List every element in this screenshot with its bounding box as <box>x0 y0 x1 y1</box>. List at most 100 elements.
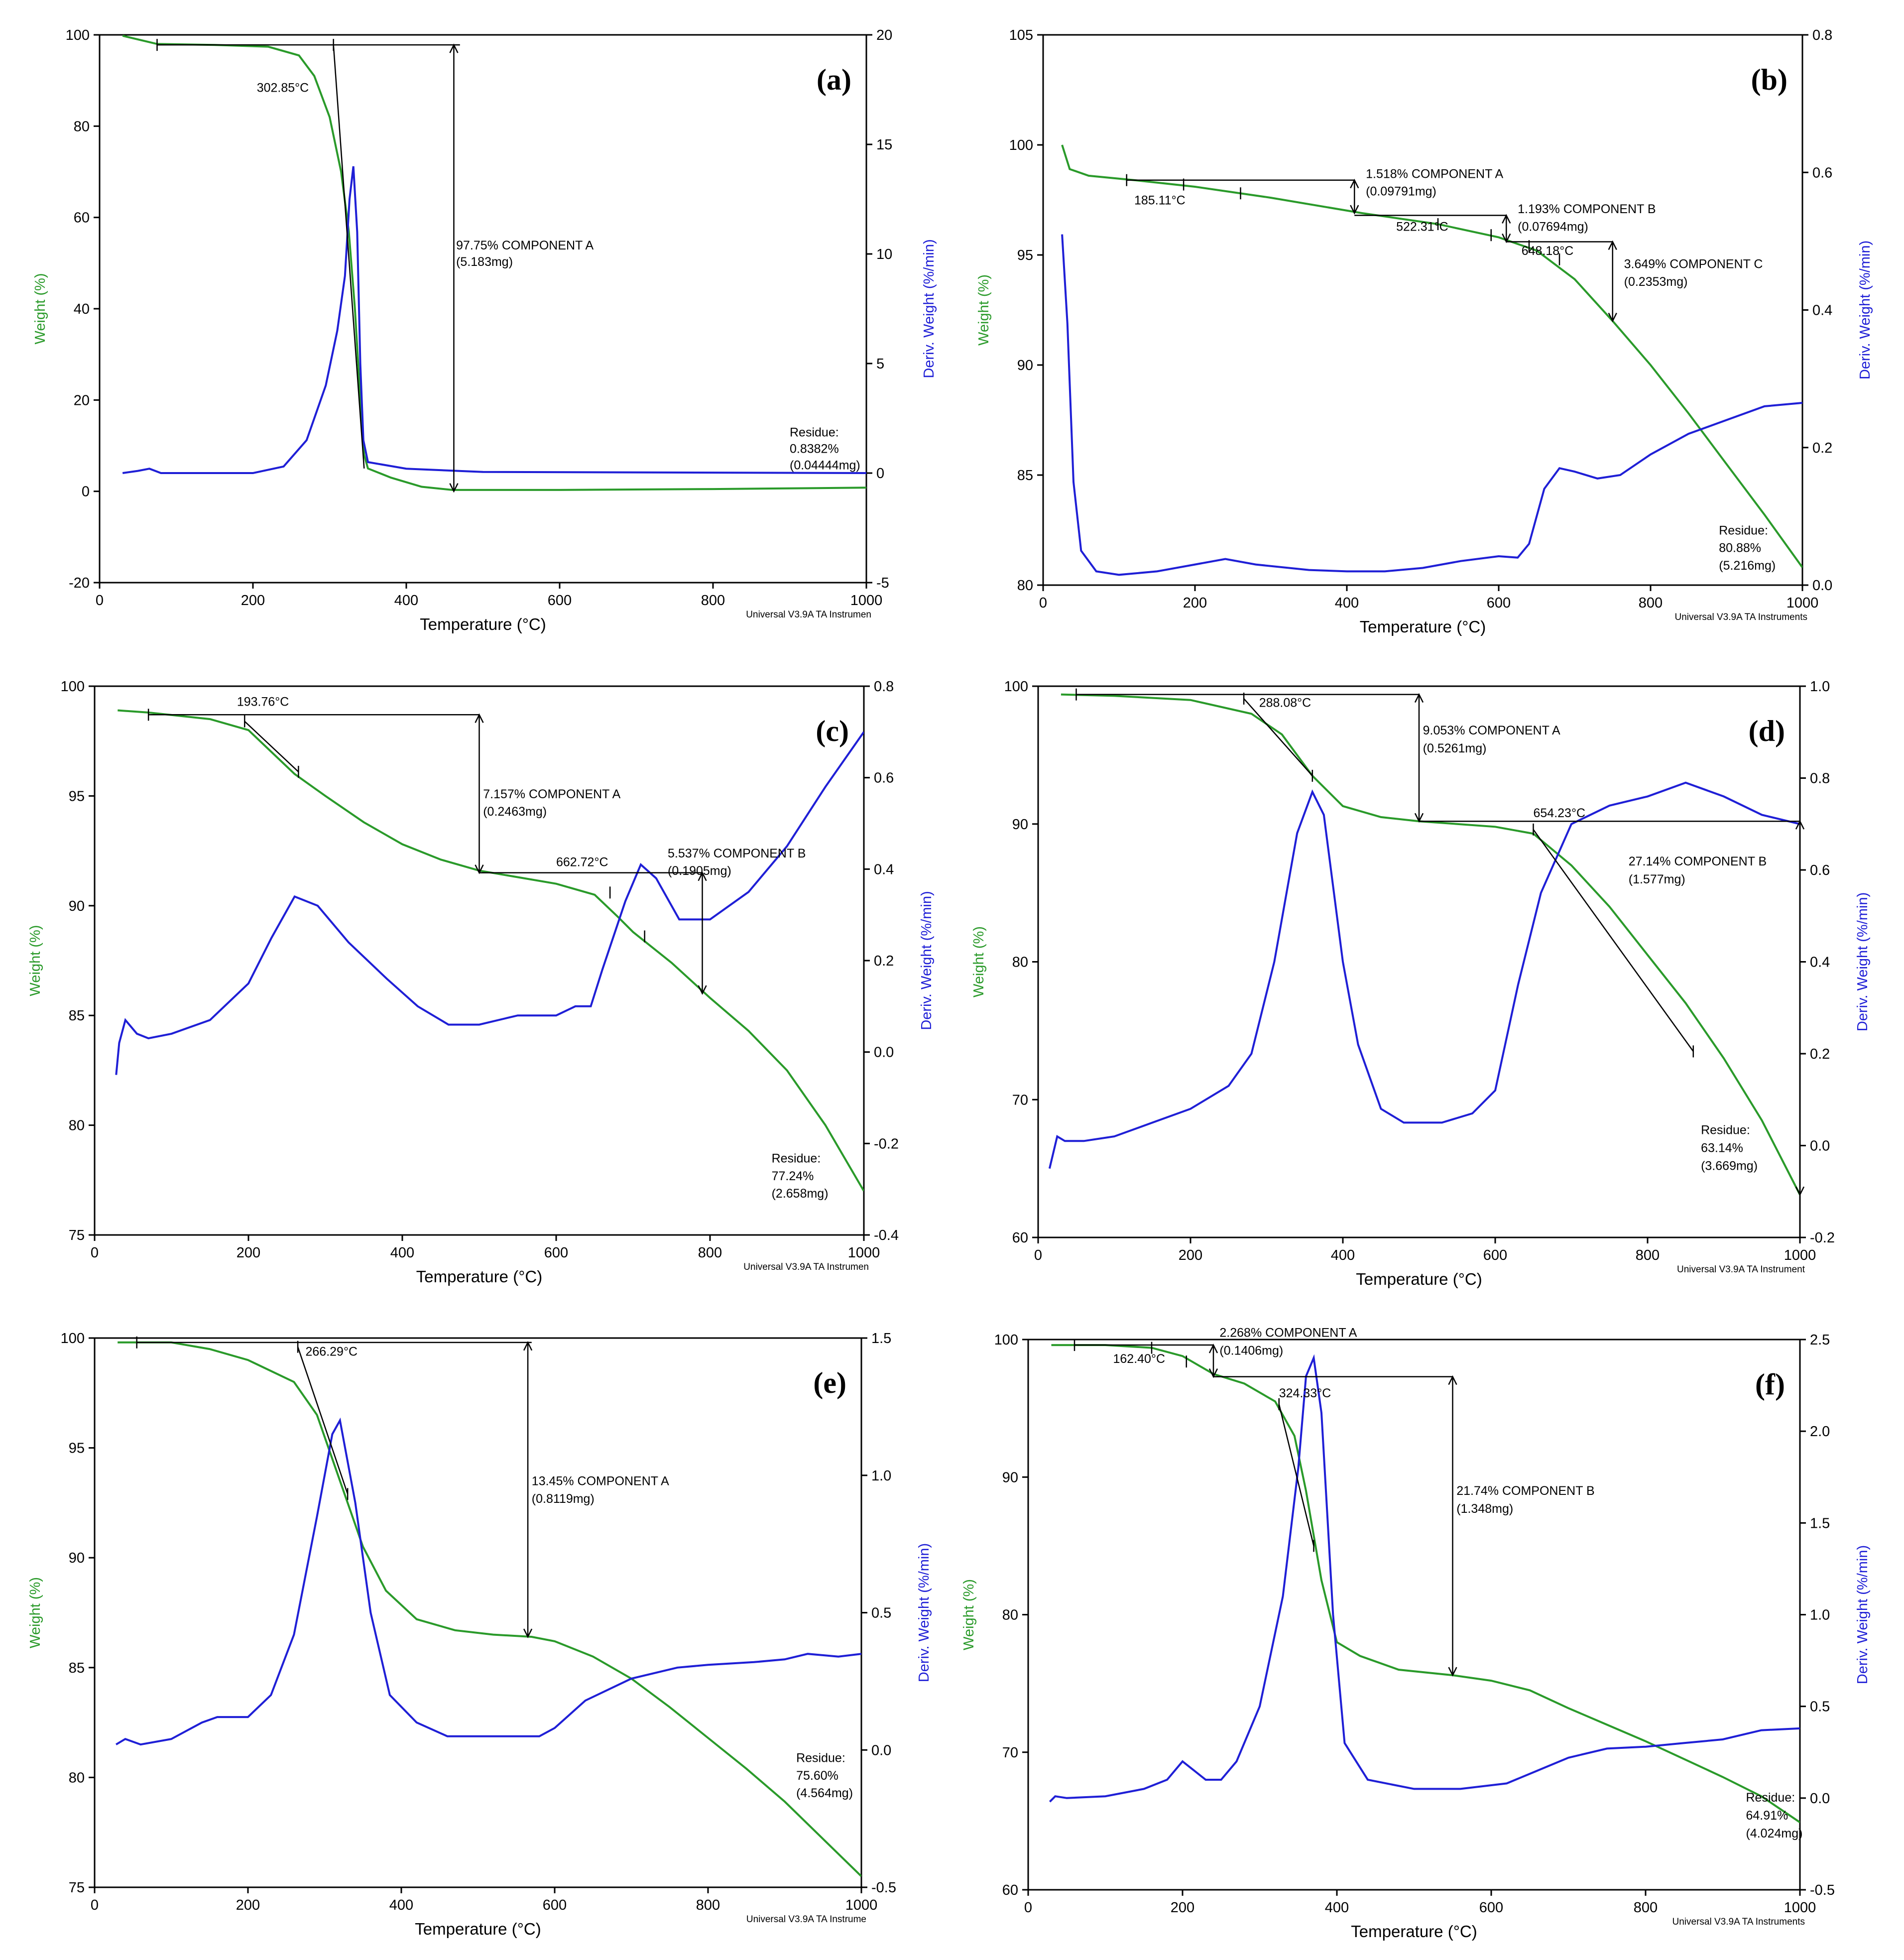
x-tick-label: 800 <box>1636 1247 1660 1263</box>
arrow-head <box>1350 178 1359 189</box>
y2-tick-label: 0.6 <box>874 770 894 786</box>
y-tick-label: 60 <box>74 210 90 226</box>
stepB-text: 1.193% COMPONENT B <box>1518 202 1656 216</box>
x-tick-label: 1000 <box>1784 1900 1816 1916</box>
plot-frame <box>1042 34 1803 586</box>
instrument-footer: Universal V3.9A TA Instrument <box>1677 1264 1805 1275</box>
arrow-head <box>1795 1186 1805 1197</box>
deriv-series-line <box>1048 781 1800 1169</box>
x-tick-label: 200 <box>237 1245 260 1261</box>
onset-temperature-label: 185.11°C <box>1134 193 1186 207</box>
chart-panel-6: 0 200 400 600 800 1000 60 70 80 90 100 -0.5 0.0 0.5 1.… <box>961 1326 1871 1941</box>
y-tick-label: 100 <box>61 679 85 695</box>
y2-tick-label: 1.0 <box>1810 679 1830 695</box>
annotations: 266.29°C 13.45% COMPONENT A (0.8119mg) Resi… <box>136 1336 853 1800</box>
y-tick-label: 85 <box>69 1660 85 1676</box>
onset-temperature-label: 654.23°C <box>1534 806 1586 820</box>
y2-tick-label: 0.8 <box>1812 27 1832 43</box>
y2-tick-label: 0.6 <box>1810 862 1830 878</box>
y-axis-label: Weight (%) <box>976 274 992 346</box>
x-tick-label: 1000 <box>850 593 883 609</box>
y2-tick-label: 0.0 <box>1810 1138 1830 1154</box>
y-axis-label: Weight (%) <box>971 926 987 997</box>
y-tick-label: 85 <box>1017 468 1033 484</box>
chart-panel-1: 0 200 400 600 800 1000 -20 0 20 40 60 80 100 -5 0 5 10 15… <box>32 27 937 633</box>
x-tick-label: 600 <box>1483 1247 1507 1263</box>
x-tick-label: 400 <box>389 1897 413 1913</box>
plot-frame <box>99 34 867 584</box>
annotation-line <box>1243 698 1313 776</box>
y-axis-label: Weight (%) <box>961 1579 977 1650</box>
y2-tick-label: 2.5 <box>1810 1332 1830 1348</box>
residue-text: (5.216mg) <box>1719 559 1776 573</box>
onset-temperature-label: 266.29°C <box>306 1345 358 1358</box>
chart-panel-4: 0 200 400 600 800 1000 60 70 80 90 100 -0.2 0.0 0.2 0.… <box>971 679 1871 1288</box>
y-tick-label: 100 <box>1009 137 1033 153</box>
weight-series-line <box>1061 144 1802 568</box>
arrow-head <box>698 871 707 881</box>
arrow-head <box>1608 240 1617 250</box>
y-tick-label: 60 <box>1012 1230 1028 1246</box>
annotation-line <box>333 45 365 469</box>
x-axis-label: Temperature (°C) <box>1360 617 1486 636</box>
annotations: 193.76°C 662.72°C 7.157% COMPONENT A (0.246… <box>147 695 829 1201</box>
x-tick-label: 1000 <box>1784 1247 1816 1263</box>
stepA-text: (0.8119mg) <box>532 1492 595 1506</box>
deriv-series-line <box>115 731 864 1075</box>
y2-tick-label: 0.4 <box>1812 303 1832 319</box>
weight-series-line <box>118 1341 861 1877</box>
y-tick-label: 100 <box>61 1331 85 1347</box>
y-tick-label: 80 <box>69 1770 85 1786</box>
y-tick-label: 90 <box>1002 1470 1018 1485</box>
y-axis-label: Weight (%) <box>27 1577 43 1648</box>
x-tick-label: 1000 <box>1786 595 1819 611</box>
onset-temperature-label: 288.08°C <box>1259 696 1311 710</box>
chart-panel-3: 0 200 400 600 800 1000 75 80 85 90 95 100 -0.4 -0.2 0.… <box>27 679 935 1286</box>
arrow-head <box>475 713 484 723</box>
y2-tick-label: 0.4 <box>874 861 894 877</box>
stepA-text: (0.1406mg) <box>1219 1344 1283 1357</box>
x-tick-label: 200 <box>1183 595 1207 611</box>
x-tick-label: 400 <box>1325 1900 1349 1916</box>
x-axis-label: Temperature (°C) <box>415 1920 541 1938</box>
stepB-text: (1.348mg) <box>1456 1502 1513 1516</box>
y2-tick-label: -0.2 <box>1810 1230 1835 1246</box>
y-tick-label: 60 <box>1002 1882 1018 1898</box>
chart-panel-2: 0 200 400 600 800 1000 80 85 90 95 100 105 0.0 0.2 0.4… <box>976 27 1873 636</box>
residue-text: (2.658mg) <box>772 1187 829 1201</box>
x-tick-label: 1000 <box>848 1245 880 1261</box>
arrow-head <box>698 985 707 995</box>
stepA-text: (0.09791mg) <box>1366 185 1436 199</box>
x-tick-label: 400 <box>390 1245 414 1261</box>
y-tick-label: 40 <box>74 301 90 317</box>
arrow-head <box>449 43 459 53</box>
onset-temperature-label: 662.72°C <box>556 855 608 869</box>
y-tick-label: 80 <box>69 1118 85 1134</box>
annotations: 302.85°C 97.75% COMPONENT A (5.183mg) Resid… <box>156 39 860 493</box>
stepB-text: 21.74% COMPONENT B <box>1456 1484 1594 1498</box>
x-axis-label: Temperature (°C) <box>416 1267 542 1286</box>
instrument-footer: Universal V3.9A TA Instrumen <box>743 1262 869 1272</box>
arrow-head <box>449 483 459 493</box>
annotation-line <box>1278 1404 1314 1546</box>
arrow-head <box>1350 205 1359 215</box>
y2-axis-label: Deriv. Weight (%/min) <box>1855 892 1871 1031</box>
y2-tick-label: 10 <box>876 246 892 262</box>
y-tick-label: 95 <box>69 1441 85 1457</box>
y-axis-label: Weight (%) <box>32 273 48 345</box>
residue-text: Residue: <box>1719 523 1768 537</box>
y2-tick-label: -0.5 <box>871 1880 896 1896</box>
y2-tick-label: 15 <box>876 137 892 153</box>
residue-text: 75.60% <box>796 1769 838 1783</box>
onset-temperature-label: 302.85°C <box>257 81 309 95</box>
stepB-text: (1.577mg) <box>1629 872 1685 886</box>
panel-label: (b) <box>1751 63 1787 96</box>
stepA-text: 2.268% COMPONENT A <box>1219 1326 1357 1340</box>
x-tick-label: 800 <box>1634 1900 1658 1916</box>
annotations: 185.11°C 522.31°C 648.18°C 1.518% COMPONENT… <box>1126 167 1776 573</box>
onset-temperature-label: 522.31°C <box>1396 220 1448 234</box>
x-tick-label: 0 <box>1034 1247 1042 1263</box>
weight-series-line <box>122 35 866 491</box>
x-axis-label: Temperature (°C) <box>1351 1922 1477 1941</box>
